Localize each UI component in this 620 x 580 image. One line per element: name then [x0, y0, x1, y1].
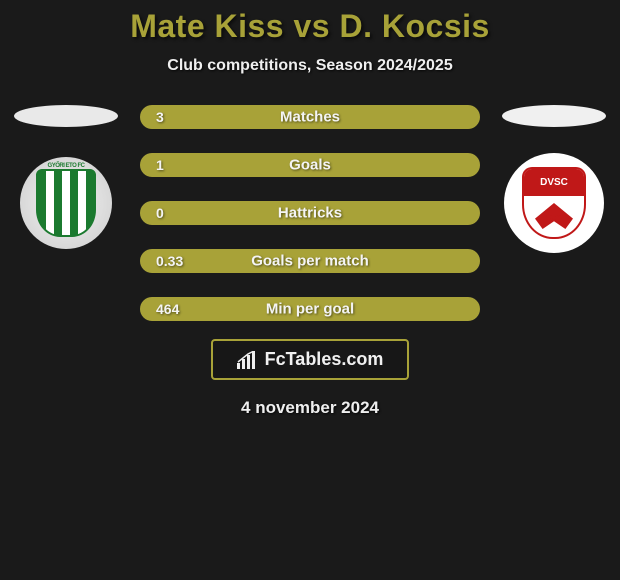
stat-right-value: 0.33 — [156, 253, 183, 269]
club-crest-left: GYŐRI ETO FC — [16, 161, 116, 245]
club-crest-right: DVSC 1902 — [504, 161, 604, 245]
stat-label: Hattricks — [278, 205, 342, 222]
stat-right-value: 3 — [156, 109, 164, 125]
stat-label: Goals per match — [251, 253, 369, 270]
stat-label: Matches — [280, 109, 340, 126]
stat-label: Min per goal — [266, 301, 354, 318]
subtitle: Club competitions, Season 2024/2025 — [167, 57, 452, 75]
stat-row-goals-per-match: Goals per match 0.33 — [140, 249, 480, 273]
player-right-column: DVSC 1902 — [494, 105, 614, 245]
crest-right-top-text: DVSC — [524, 169, 584, 196]
stat-right-value: 1 — [156, 157, 164, 173]
stats-column: Matches 3 Goals 1 Hattricks 0 Goals per … — [126, 105, 494, 321]
stat-right-value: 0 — [156, 205, 164, 221]
date-text: 4 november 2024 — [241, 398, 379, 418]
comparison-card: Mate Kiss vs D. Kocsis Club competitions… — [0, 0, 620, 418]
chart-icon — [237, 351, 259, 369]
stat-row-hattricks: Hattricks 0 — [140, 201, 480, 225]
stat-right-value: 464 — [156, 301, 179, 317]
stat-label: Goals — [289, 157, 331, 174]
page-title: Mate Kiss vs D. Kocsis — [130, 8, 490, 45]
main-row: GYŐRI ETO FC Matches 3 Goals 1 Hattricks… — [0, 105, 620, 321]
crest-right-shield: DVSC 1902 — [522, 167, 586, 239]
player-right-silhouette — [502, 105, 606, 127]
player-left-silhouette — [14, 105, 118, 127]
stat-row-min-per-goal: Min per goal 464 — [140, 297, 480, 321]
crest-right-year: 1902 — [524, 214, 584, 223]
player-left-column: GYŐRI ETO FC — [6, 105, 126, 245]
crest-right-badge: DVSC 1902 — [504, 153, 604, 253]
stat-row-matches: Matches 3 — [140, 105, 480, 129]
brand-box: FcTables.com — [211, 339, 410, 380]
crest-left-stripes — [36, 169, 96, 237]
brand-text: FcTables.com — [265, 349, 384, 370]
crest-left-badge: GYŐRI ETO FC — [20, 157, 112, 249]
stat-row-goals: Goals 1 — [140, 153, 480, 177]
